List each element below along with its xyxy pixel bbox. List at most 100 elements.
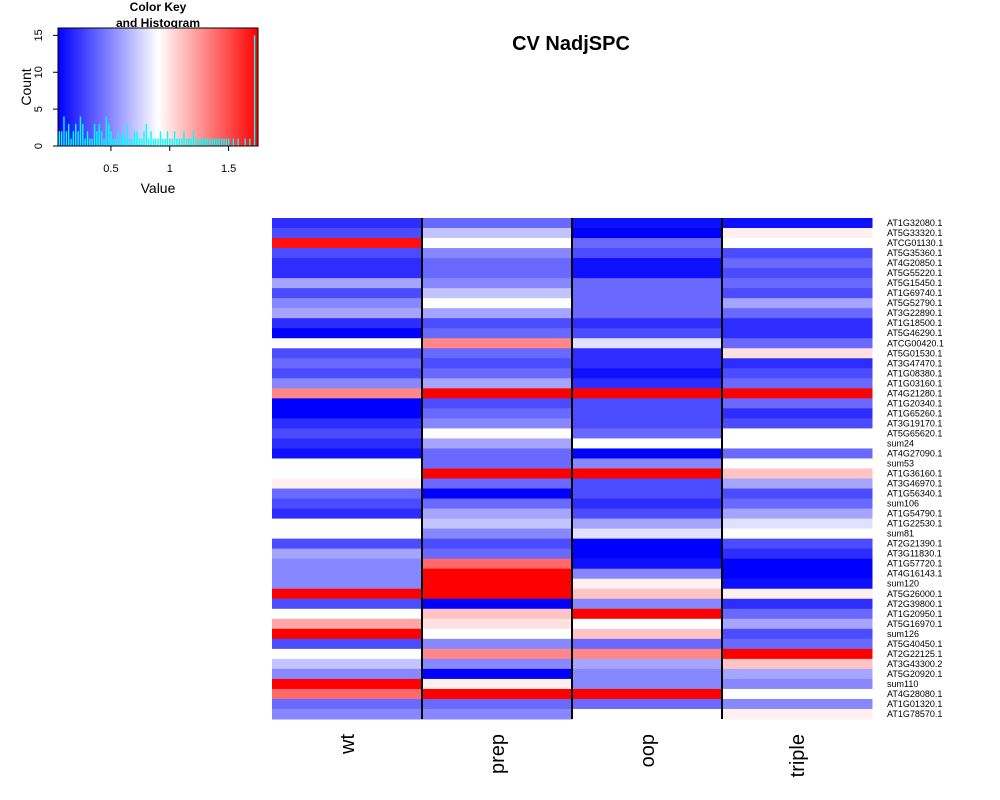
heatmap-cell [722,618,873,630]
row-label: AT1G54790.1 [887,509,942,519]
heatmap-cell [422,578,573,590]
histogram-bar [180,138,183,147]
histogram-bar [103,138,105,147]
heatmap-cell [572,428,723,439]
row-label: AT5G55220.1 [887,268,942,278]
heatmap-cell [572,218,723,229]
row-label: AT4G28080.1 [887,689,942,699]
heatmap-cell [572,668,723,680]
heatmap-cell [422,688,573,700]
row-label: AT1G08380.1 [887,368,942,378]
row-label: AT3G43300.2 [887,659,942,669]
column-dividers [421,218,723,719]
histogram-bar [82,123,84,147]
row-label: AT3G47470.1 [887,358,942,368]
histogram-bar [86,131,89,146]
row-label: AT3G19170.1 [887,418,942,428]
heatmap-cell [422,498,573,510]
histogram-bar [204,138,206,147]
heatmap-cell [572,598,723,610]
heatmap-cell [272,248,423,259]
histogram-bar [244,138,246,147]
histogram-bar [117,131,119,146]
row-label: AT5G40450.1 [887,639,942,649]
heatmap-cell [572,638,723,650]
heatmap-cell [722,398,873,409]
heatmap-cell [722,548,873,560]
histogram-bar [209,138,211,147]
heatmap-cell [722,528,873,540]
heatmap-cell [722,578,873,590]
row-label: AT3G11830.1 [887,549,942,559]
histogram-bar [129,138,131,147]
heatmap-cell [722,248,873,259]
heatmap-cell [422,218,573,229]
heatmap-cell [272,708,423,720]
heatmap-cell [572,288,723,299]
heatmap-cell [272,228,423,239]
heatmap-cell [422,448,573,459]
heatmap-cell [572,248,723,259]
color-key-axes: 0.5 1 1.5 0 5 10 15 [33,29,236,175]
heatmap-cell [272,578,423,590]
row-label: sum24 [887,438,914,448]
heatmap-cell [422,478,573,490]
heatmap-cell [722,668,873,680]
heatmap-cell [572,338,723,349]
heatmap-cell [572,558,723,570]
heatmap-cell [422,598,573,610]
heatmap-cell [422,708,573,720]
heatmap-cell [572,658,723,670]
row-label: AT1G78570.1 [887,709,942,719]
heatmap-cell [272,598,423,610]
heatmap-cell [572,498,723,510]
row-label: AT5G65620.1 [887,428,942,438]
heatmap-cell [422,248,573,259]
heatmap-cell [572,608,723,620]
row-label: sum106 [887,499,919,509]
row-label: AT5G35360.1 [887,248,942,258]
heatmap-cell [722,638,873,650]
heatmap-cell [272,238,423,249]
row-label: AT1G65260.1 [887,408,942,418]
heatmap-cell [722,478,873,490]
heatmap-cell [572,568,723,580]
heatmap-cell [572,448,723,459]
heatmap-cell [272,288,423,299]
histogram-bar [119,138,122,147]
histogram-bar [138,138,140,147]
heatmap-cell [722,218,873,229]
heatmap-cell [572,678,723,690]
heatmap-cell [422,698,573,710]
histogram-bar [187,138,190,147]
color-key-y-label: Count [18,68,34,105]
histogram-bar [152,138,155,147]
heatmap-cell [272,418,423,429]
histogram-bar [192,131,195,146]
heatmap-cell [422,658,573,670]
heatmap-cell [722,448,873,459]
histogram-bar [67,123,70,147]
heatmap-cell [722,458,873,469]
heatmap-cell [422,238,573,249]
heatmap-cell [272,628,423,640]
heatmap-cell [572,488,723,500]
heatmap-cell [722,268,873,279]
histogram-bar [140,138,143,147]
heatmap-cell [272,638,423,650]
heatmap-cell [422,428,573,439]
heatmap-cell [272,408,423,419]
color-key-title-line1: Color Key [130,0,187,14]
heatmap-cell [272,268,423,279]
histogram-bar [100,131,103,146]
heatmap-cell [722,488,873,500]
heatmap-cell [722,588,873,600]
heatmap-cell [572,398,723,409]
histogram-bar [60,131,63,146]
heatmap-cell [572,508,723,520]
x-tick-label: 1.5 [221,163,236,175]
row-label: sum53 [887,458,914,468]
heatmap-cell [572,408,723,419]
heatmap-cell [722,508,873,520]
histogram-bar [84,138,86,147]
